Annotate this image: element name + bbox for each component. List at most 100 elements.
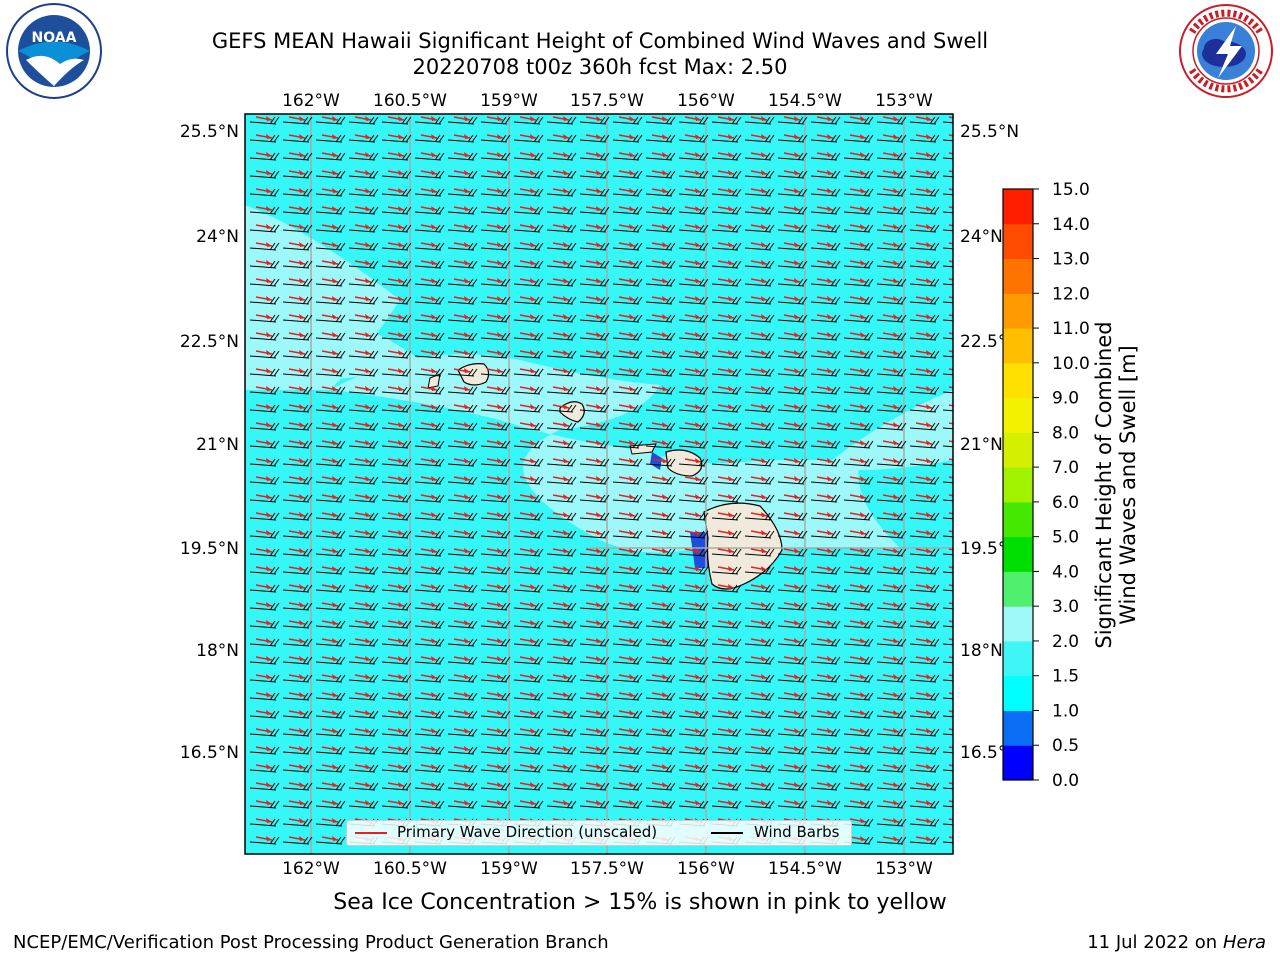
wind-barb	[282, 206, 313, 215]
wave-direction-arrow	[915, 368, 933, 373]
wave-direction-arrow	[288, 368, 306, 373]
wave-direction-arrow	[684, 350, 702, 355]
wind-barb	[942, 211, 953, 214]
wind-barb	[843, 170, 874, 179]
wave-direction-arrow	[915, 224, 933, 229]
wind-barb	[282, 314, 313, 323]
wind-barb	[546, 224, 577, 233]
wind-barb	[942, 193, 953, 196]
wave-direction-arrow	[816, 206, 834, 211]
wave-direction-arrow	[453, 332, 471, 337]
wind-barb	[414, 368, 445, 377]
wind-barb	[678, 296, 709, 305]
wave-direction-arrow	[750, 260, 768, 265]
wave-direction-arrow	[717, 332, 735, 337]
wind-barb	[843, 242, 874, 251]
wind-barb	[711, 278, 742, 287]
wind-barb	[447, 116, 478, 125]
wave-direction-arrow	[948, 242, 953, 245]
wind-barb	[678, 224, 709, 233]
wave-direction-arrow	[585, 314, 603, 319]
wind-barb	[381, 314, 412, 323]
wind-barb	[711, 170, 742, 179]
wave-direction-arrow	[255, 116, 273, 121]
wave-direction-arrow	[387, 134, 405, 139]
wind-barb	[711, 224, 742, 233]
wind-barb	[876, 260, 907, 269]
wave-direction-arrow	[618, 314, 636, 319]
wave-direction-arrow	[684, 152, 702, 157]
wind-barb	[513, 314, 544, 323]
wind-barb	[282, 116, 313, 125]
wave-direction-arrow	[453, 278, 471, 283]
wave-direction-arrow	[651, 188, 669, 193]
wind-barb	[447, 242, 478, 251]
wind-barb	[546, 152, 577, 161]
wave-direction-arrow	[321, 278, 339, 283]
wind-barb	[546, 278, 577, 287]
wave-direction-arrow	[948, 278, 953, 281]
wind-barb	[612, 368, 643, 377]
wind-barb	[513, 152, 544, 161]
colorbar-segment	[1003, 606, 1033, 642]
low-wave-patch	[690, 532, 708, 568]
wave-direction-arrow	[915, 278, 933, 283]
wind-barb	[612, 134, 643, 143]
wind-barb	[810, 224, 841, 233]
wave-direction-arrow	[354, 170, 372, 175]
wave-direction-arrow	[816, 296, 834, 301]
wave-direction-arrow	[255, 260, 273, 265]
wave-direction-arrow	[651, 278, 669, 283]
wave-direction-arrow	[354, 278, 372, 283]
wave-direction-arrow	[420, 368, 438, 373]
wave-direction-arrow	[486, 278, 504, 283]
wind-barb	[942, 301, 953, 304]
wind-barb	[249, 332, 280, 341]
wave-direction-arrow	[453, 116, 471, 121]
wave-direction-arrow	[948, 350, 953, 353]
wave-direction-arrow	[255, 242, 273, 247]
wave-direction-arrow	[783, 224, 801, 229]
wind-barb	[612, 224, 643, 233]
wave-direction-arrow	[453, 260, 471, 265]
wave-direction-arrow	[948, 152, 953, 155]
wave-direction-arrow	[255, 152, 273, 157]
wind-barb	[942, 121, 953, 124]
wave-direction-arrow	[255, 224, 273, 229]
wave-direction-arrow	[816, 170, 834, 175]
wave-direction-arrow	[486, 242, 504, 247]
wind-barb	[777, 152, 808, 161]
wave-direction-arrow	[849, 188, 867, 193]
wind-barb	[513, 242, 544, 251]
wind-barb	[876, 134, 907, 143]
wave-direction-arrow	[750, 332, 768, 337]
wind-barb	[777, 278, 808, 287]
wind-barb	[645, 134, 676, 143]
wave-direction-arrow	[354, 332, 372, 337]
wind-barb	[282, 134, 313, 143]
wave-direction-arrow	[816, 314, 834, 319]
wave-direction-arrow	[717, 152, 735, 157]
wind-barb	[348, 332, 379, 341]
wave-direction-arrow	[750, 116, 768, 121]
lon-tick-bottom: 154.5°W	[768, 859, 842, 879]
wind-barb	[315, 188, 346, 197]
wave-direction-arrow	[882, 350, 900, 355]
wave-direction-arrow	[684, 278, 702, 283]
wave-direction-arrow	[717, 116, 735, 121]
wave-direction-arrow	[552, 242, 570, 247]
wave-direction-arrow	[486, 134, 504, 139]
wind-barb	[546, 188, 577, 197]
wave-direction-arrow	[288, 206, 306, 211]
colorbar-segment	[1003, 536, 1033, 572]
wave-direction-arrow	[255, 350, 273, 355]
wind-barb	[381, 116, 412, 125]
wave-direction-arrow	[321, 116, 339, 121]
wind-barb	[315, 242, 346, 251]
wave-direction-arrow	[420, 224, 438, 229]
wind-barb	[612, 116, 643, 125]
wave-direction-arrow	[849, 206, 867, 211]
wind-barb	[546, 134, 577, 143]
wave-direction-arrow	[882, 188, 900, 193]
